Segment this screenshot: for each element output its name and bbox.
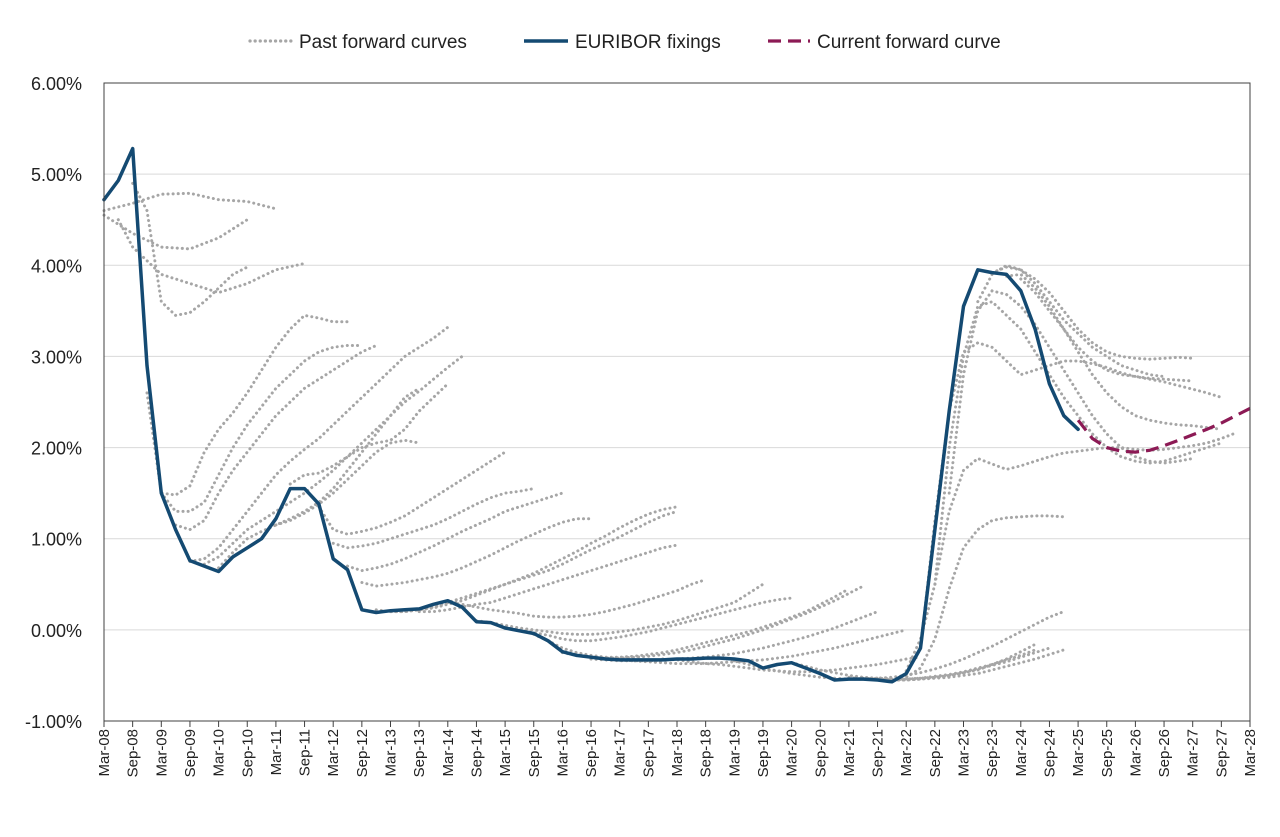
x-tick-label-29: Sep-22	[927, 729, 944, 777]
x-tick-label-23: Sep-19	[755, 729, 772, 777]
x-tick-label-1: Sep-08	[125, 729, 142, 777]
y-tick-label-0: 6.00%	[31, 74, 82, 94]
x-tick-label-16: Mar-16	[554, 729, 571, 777]
y-axis-tick-labels: 6.00% 5.00% 4.00% 3.00% 2.00% 1.00% 0.00% -1.00…	[25, 74, 82, 732]
legend: Past forward curves EURIBOR fixings Curr…	[248, 32, 1001, 53]
current-forward-curve-line	[1076, 406, 1251, 454]
y-tick-label-2: 4.00%	[31, 256, 82, 276]
current-forward-curve-series	[1076, 406, 1251, 454]
x-tick-label-4: Mar-10	[211, 729, 228, 777]
x-tick-label-25: Sep-20	[812, 729, 829, 777]
past-forward-curve-8	[202, 354, 464, 566]
past-forward-curve-33	[904, 431, 1238, 673]
x-tick-label-33: Sep-24	[1041, 729, 1058, 777]
past-forward-curve-25	[618, 628, 908, 666]
past-forward-curve-13	[331, 487, 536, 550]
x-tick-label-38: Mar-27	[1185, 729, 1202, 777]
x-tick-label-31: Sep-23	[984, 729, 1001, 777]
past-forward-curve-12	[317, 450, 507, 536]
x-tick-label-21: Sep-18	[698, 729, 715, 777]
past-forward-curve-17	[389, 505, 679, 614]
euribor-fixings-series	[102, 146, 1080, 684]
x-tick-label-22: Mar-19	[726, 729, 743, 777]
past-forward-curve-14	[346, 491, 564, 573]
x-tick-label-7: Sep-11	[297, 729, 314, 776]
x-tick-label-35: Sep-25	[1099, 729, 1116, 777]
x-tick-label-2: Mar-09	[153, 729, 170, 777]
past-forward-curve-21	[503, 596, 794, 643]
past-forward-curve-6	[174, 344, 378, 532]
past-forward-curve-5	[159, 344, 364, 513]
x-tick-label-6: Mar-11	[268, 729, 285, 775]
euribor-fixings-line	[102, 146, 1080, 684]
x-tick-label-9: Sep-12	[354, 729, 371, 777]
x-tick-label-3: Sep-09	[182, 729, 199, 777]
past-forward-curves	[102, 181, 1238, 682]
past-forward-curve-38	[990, 265, 1195, 361]
legend-label-euribor-fixings: EURIBOR fixings	[575, 32, 721, 53]
past-forward-curve-11	[274, 438, 421, 527]
x-tick-label-10: Mar-13	[383, 729, 400, 777]
y-tick-label-5: 1.00%	[31, 530, 82, 550]
x-tick-label-20: Mar-18	[669, 729, 686, 777]
x-tick-label-14: Mar-15	[497, 729, 514, 777]
past-forward-curve-27	[732, 610, 1066, 681]
past-forward-curve-15	[360, 517, 593, 588]
past-forward-curve-18	[417, 543, 679, 614]
past-forward-curve-37	[976, 263, 1166, 378]
past-forward-curve-24	[589, 610, 880, 663]
x-tick-label-30: Mar-23	[956, 729, 973, 777]
past-forward-curve-40	[1019, 277, 1195, 383]
past-forward-curve-0	[102, 191, 278, 213]
x-tick-label-26: Mar-21	[841, 729, 858, 777]
x-tick-label-18: Mar-17	[612, 729, 629, 777]
x-tick-label-0: Mar-08	[96, 729, 113, 777]
x-tick-label-36: Mar-26	[1127, 729, 1144, 777]
past-forward-curve-19	[446, 578, 708, 619]
x-tick-label-37: Sep-26	[1156, 729, 1173, 777]
x-axis-tick-labels: Mar-08 Sep-08 Mar-09 Sep-09 Mar-10 Sep-10 Mar-…	[96, 721, 1259, 777]
past-forward-curve-3	[131, 181, 249, 317]
x-tick-label-19: Sep-17	[640, 729, 657, 777]
x-tick-label-40: Mar-28	[1242, 729, 1259, 777]
x-tick-label-8: Mar-12	[325, 729, 342, 777]
y-tick-label-7: -1.00%	[25, 712, 82, 732]
y-tick-label-4: 2.00%	[31, 439, 82, 459]
past-forward-curve-36	[947, 289, 1195, 495]
past-forward-curve-4	[145, 313, 349, 497]
y-tick-label-3: 3.00%	[31, 347, 82, 367]
legend-label-past-forward-curves: Past forward curves	[299, 32, 467, 53]
past-forward-curve-22	[532, 587, 851, 659]
past-forward-curve-31	[876, 648, 1066, 682]
y-tick-label-1: 5.00%	[31, 165, 82, 185]
x-tick-label-5: Sep-10	[239, 729, 256, 777]
x-tick-label-15: Sep-15	[526, 729, 543, 777]
past-forward-curve-34	[919, 341, 1223, 650]
x-tick-label-13: Sep-14	[468, 729, 485, 777]
x-tick-label-28: Mar-22	[898, 729, 915, 777]
x-tick-label-39: Sep-27	[1213, 729, 1230, 777]
y-tick-label-6: 0.00%	[31, 621, 82, 641]
x-tick-label-27: Sep-21	[870, 729, 887, 777]
legend-label-current-forward-curve: Current forward curve	[817, 32, 1001, 53]
x-tick-label-34: Mar-25	[1070, 729, 1087, 777]
x-tick-label-24: Mar-20	[784, 729, 801, 777]
x-tick-label-11: Sep-13	[411, 729, 428, 777]
x-tick-label-32: Mar-24	[1013, 729, 1030, 777]
past-forward-curve-39	[1005, 272, 1223, 431]
past-forward-curve-7	[188, 325, 450, 563]
past-forward-curve-32	[890, 514, 1066, 682]
x-tick-label-17: Sep-16	[583, 729, 600, 777]
x-tick-label-12: Mar-14	[440, 729, 457, 777]
